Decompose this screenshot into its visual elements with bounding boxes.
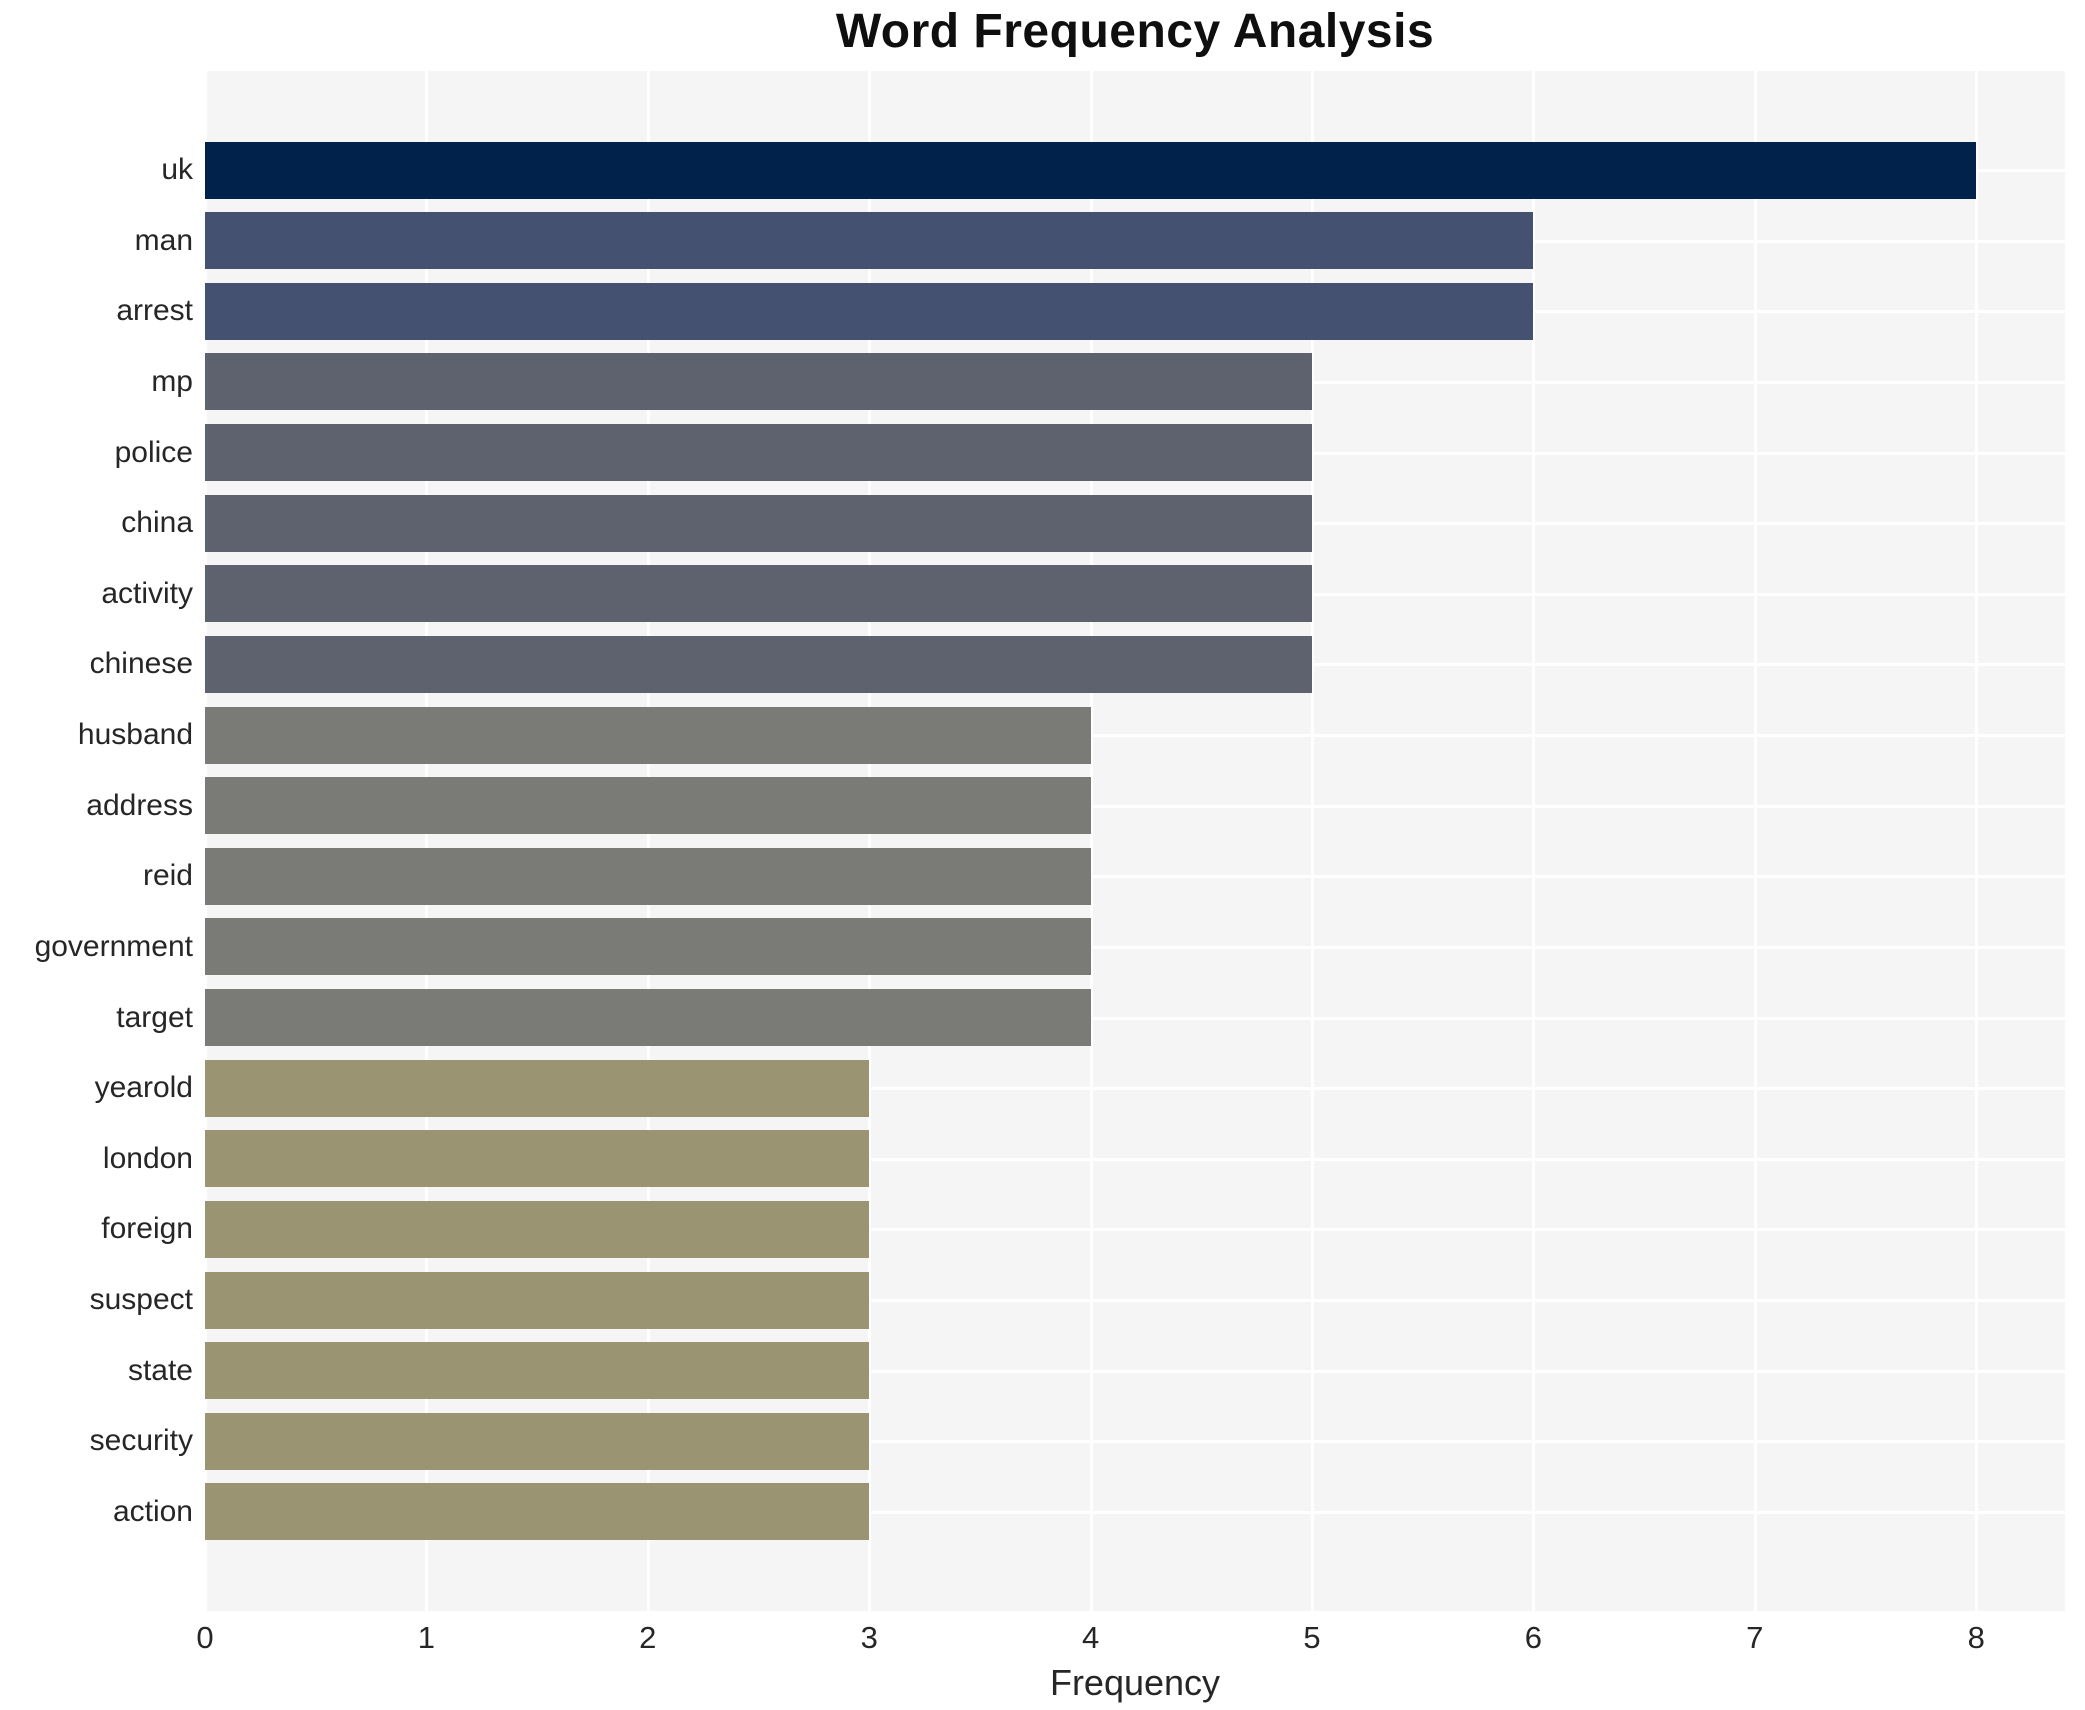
bar-security [205,1412,870,1470]
bar-action [205,1483,870,1541]
gridline-vertical [868,71,872,1611]
bar-activity [205,565,1312,623]
gridline-vertical [1311,71,1314,1611]
gridline-vertical [1089,71,1093,1611]
x-tick-label: 7 [1746,1620,1764,1655]
bar-arrest [205,282,1534,340]
y-tick-label: activity [101,576,193,610]
y-tick-label: yearold [94,1071,193,1105]
gridline-horizontal [205,1087,2065,1091]
y-tick-label: man [134,223,193,257]
x-tick-label: 2 [639,1620,657,1655]
x-tick-label: 6 [1524,1620,1543,1655]
gridline-horizontal [205,1440,2065,1444]
y-tick-label: foreign [101,1212,193,1246]
y-tick-label: police [114,435,193,469]
bar-state [205,1342,870,1400]
gridline-horizontal [205,1016,2065,1020]
gridline-horizontal [205,945,2065,949]
x-tick-label: 0 [196,1620,214,1655]
y-tick-label: action [112,1494,193,1528]
bar-reid [205,847,1091,905]
plot-area [204,71,2065,1611]
y-tick-label: state [127,1353,193,1387]
bar-address [205,777,1091,835]
y-tick-label: target [116,1000,193,1034]
x-tick-label: 8 [1967,1620,1985,1655]
bar-man [205,212,1534,270]
gridline-vertical [425,71,429,1611]
bar-government [205,918,1091,976]
x-tick-label: 5 [1303,1620,1321,1655]
gridline-horizontal [205,1299,2065,1303]
bar-chinese [205,635,1312,693]
y-tick-label: government [34,929,193,963]
bar-china [205,494,1312,552]
gridline-horizontal [205,1369,2065,1373]
y-tick-label: husband [77,718,193,752]
bar-foreign [205,1200,870,1258]
y-tick-label: reid [142,859,193,893]
bar-yearold [205,1059,870,1117]
y-tick-label: uk [161,153,193,186]
bar-target [205,989,1091,1047]
gridline-horizontal [205,804,2065,808]
y-tick-label: address [86,788,193,822]
gridline-horizontal [205,734,2065,738]
gridline-horizontal [205,1510,2065,1514]
gridline-vertical [1532,71,1536,1611]
bar-suspect [205,1271,870,1329]
y-tick-label: security [89,1424,193,1458]
x-tick-label: 1 [417,1620,436,1655]
x-tick-label: 3 [860,1620,878,1655]
y-tick-label: suspect [89,1283,193,1317]
x-axis-label: Frequency [1049,1662,1221,1703]
y-tick-label: london [102,1141,193,1175]
gridline-vertical [646,71,650,1611]
y-tick-label: mp [151,364,193,398]
bar-uk [205,141,1977,199]
gridline-vertical [1753,71,1757,1611]
gridline-horizontal [205,1228,2065,1232]
y-tick-label: arrest [116,294,193,328]
chart-title: Word Frequency Analysis [835,5,1435,58]
y-tick-label: china [121,506,193,540]
gridline-vertical [1975,71,1979,1611]
bar-mp [205,353,1312,411]
bar-husband [205,706,1091,764]
bar-london [205,1130,870,1188]
bar-police [205,424,1312,482]
gridline-vertical [204,71,207,1611]
y-tick-label: chinese [89,647,193,681]
gridline-horizontal [205,875,2065,879]
gridline-horizontal [205,1157,2065,1161]
x-tick-label: 4 [1081,1620,1100,1655]
